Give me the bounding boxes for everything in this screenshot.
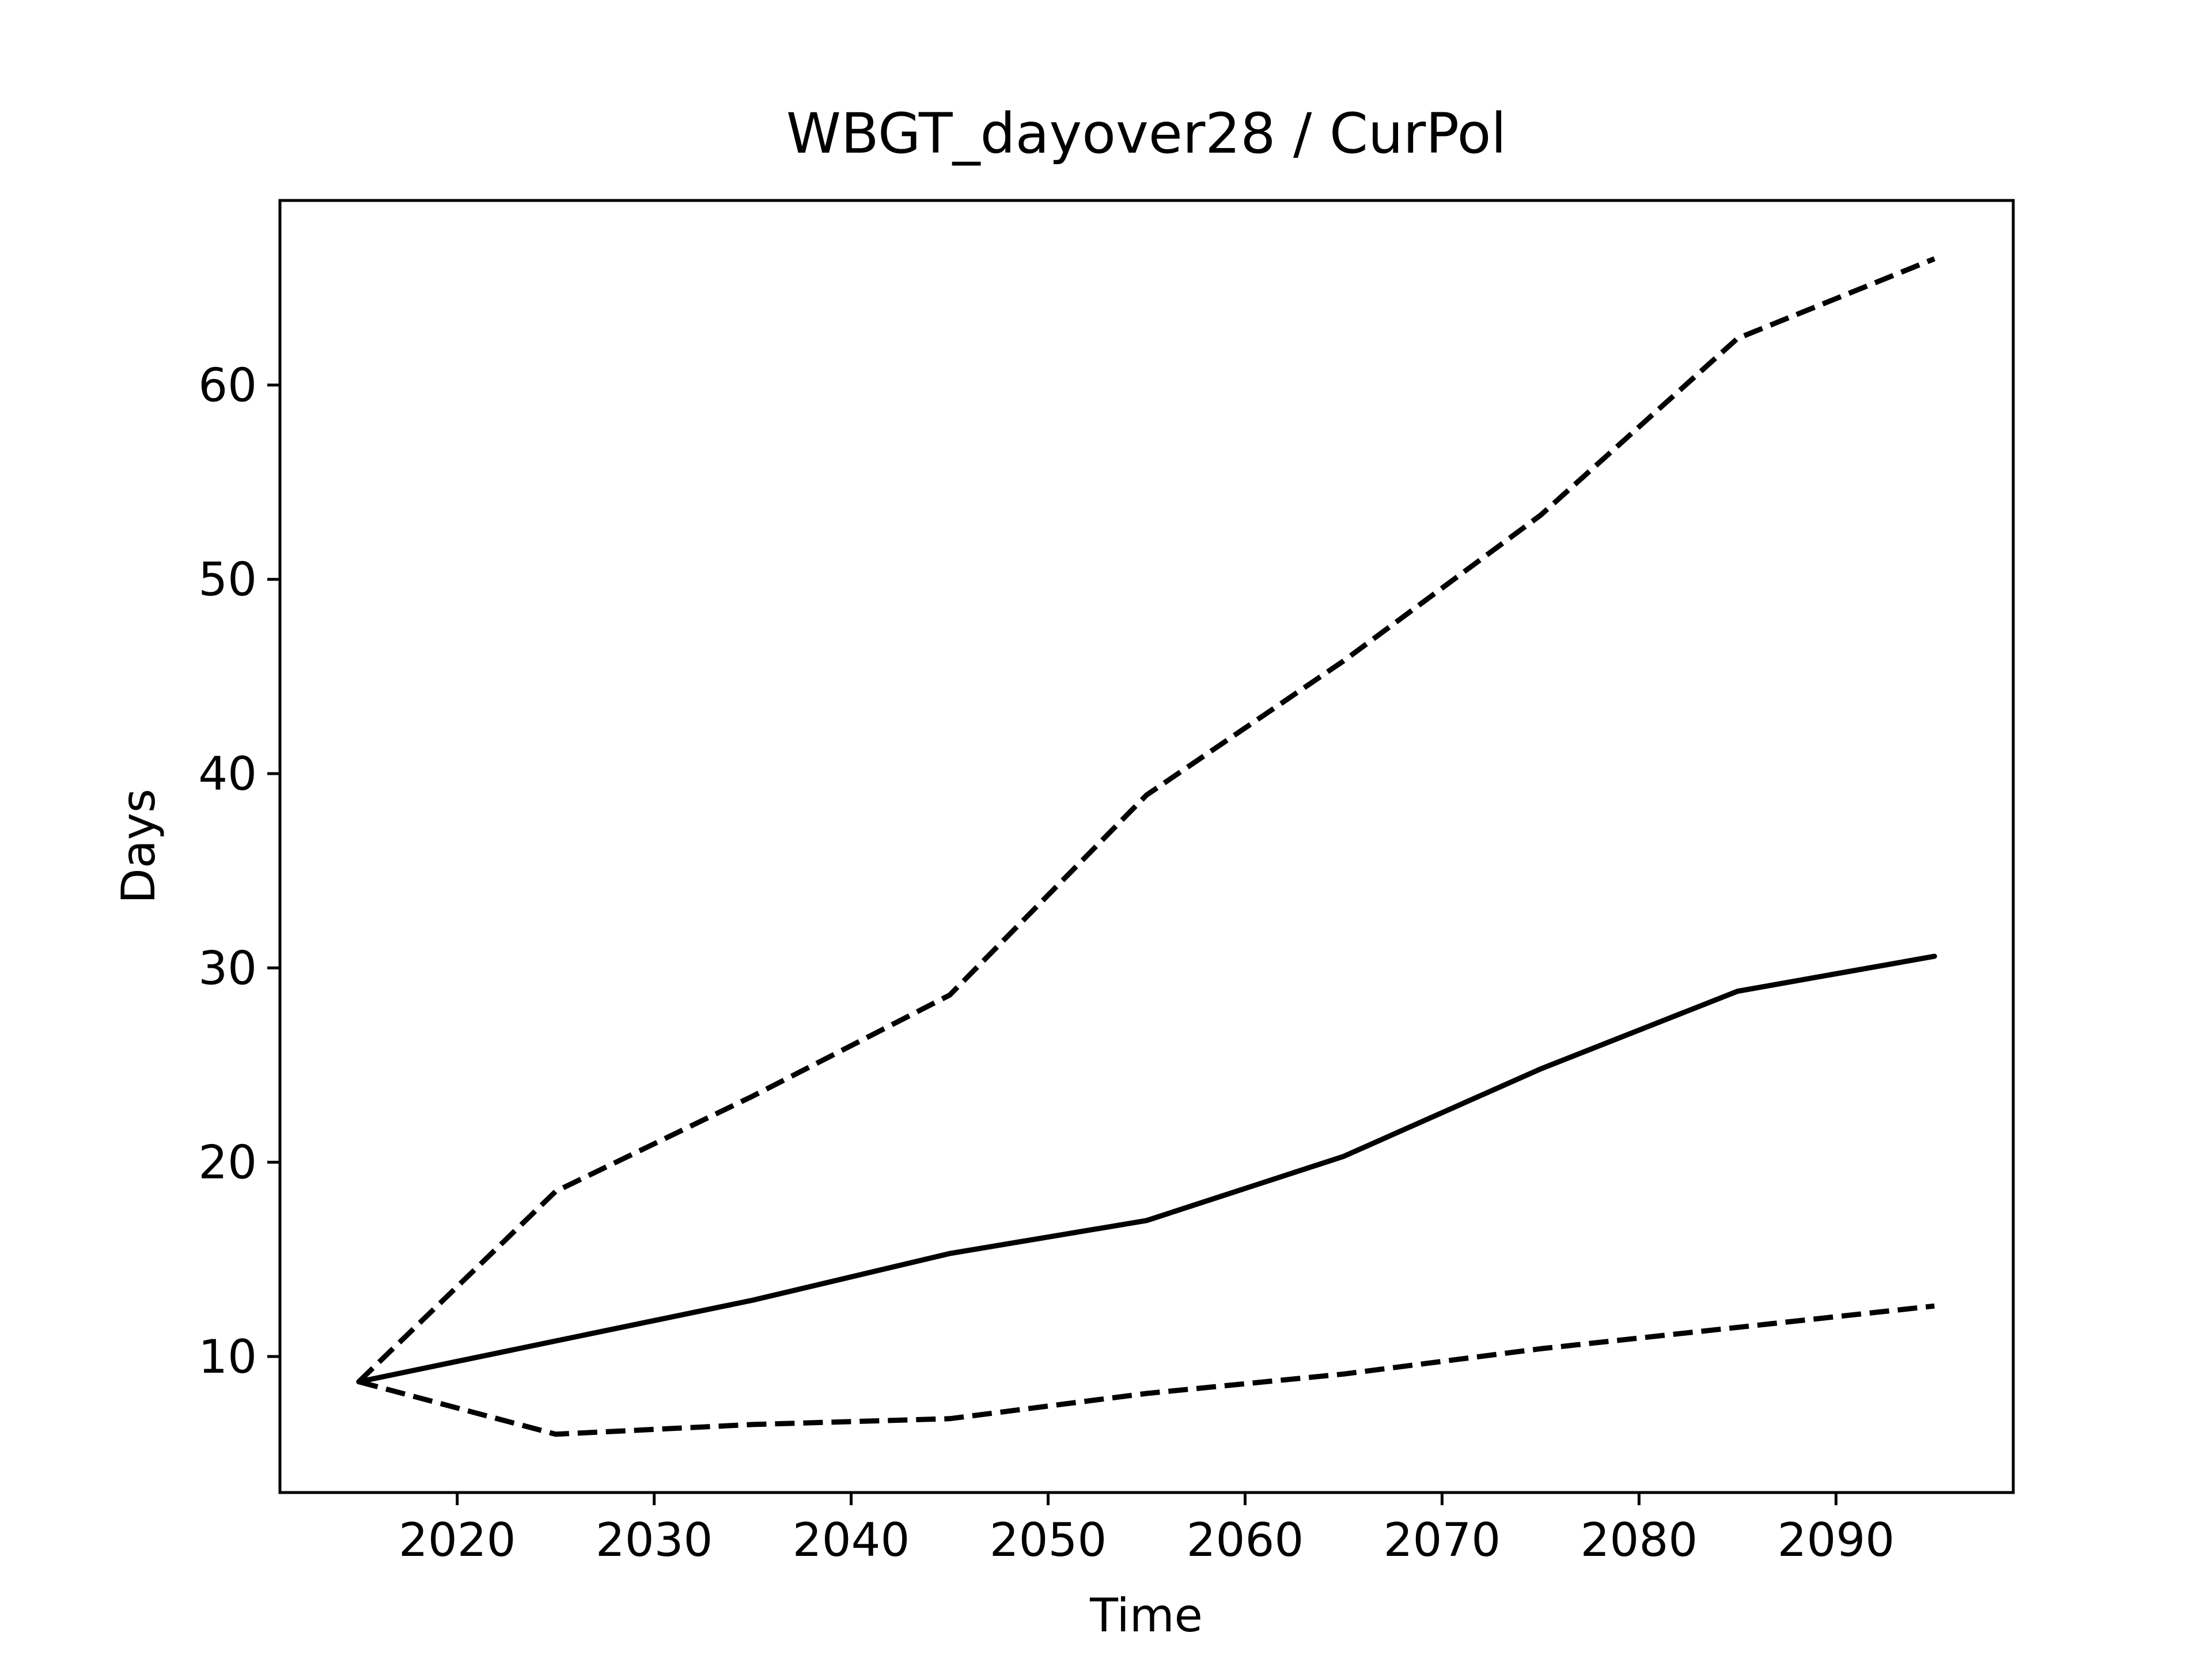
x-tick-label: 2040	[793, 1513, 910, 1567]
plot-area-frame	[278, 199, 2015, 1494]
series-line-dashed-upper	[357, 256, 1936, 1384]
y-tick-label: 10	[198, 1330, 257, 1384]
x-tick-label: 2080	[1581, 1513, 1698, 1567]
y-tick-label: 30	[198, 941, 257, 995]
data-series	[356, 256, 1937, 1437]
y-tick-label: 60	[198, 358, 257, 412]
y-tick-label: 20	[198, 1136, 257, 1190]
x-tick-label: 2090	[1777, 1513, 1895, 1567]
x-tick-label: 2020	[399, 1513, 516, 1567]
series-line-solid	[356, 953, 1937, 1385]
series-line-dashed-lower	[358, 1303, 1935, 1437]
x-axis-ticks: 2020 2030 2040 2050 2060 2070 2080 2090	[399, 1493, 1895, 1567]
x-tick-label: 2060	[1187, 1513, 1304, 1567]
y-axis-ticks: 10 20 30 40 50 60	[198, 358, 280, 1384]
x-tick-label: 2050	[990, 1513, 1107, 1567]
x-axis-label: Time	[1089, 1589, 1203, 1642]
x-tick-label: 2070	[1384, 1513, 1501, 1567]
chart-title: WBGT_dayover28 / CurPol	[786, 101, 1506, 166]
y-tick-label: 40	[198, 747, 257, 801]
y-tick-label: 50	[198, 553, 257, 607]
y-axis-label: Days	[112, 789, 165, 904]
x-tick-label: 2030	[596, 1513, 713, 1567]
